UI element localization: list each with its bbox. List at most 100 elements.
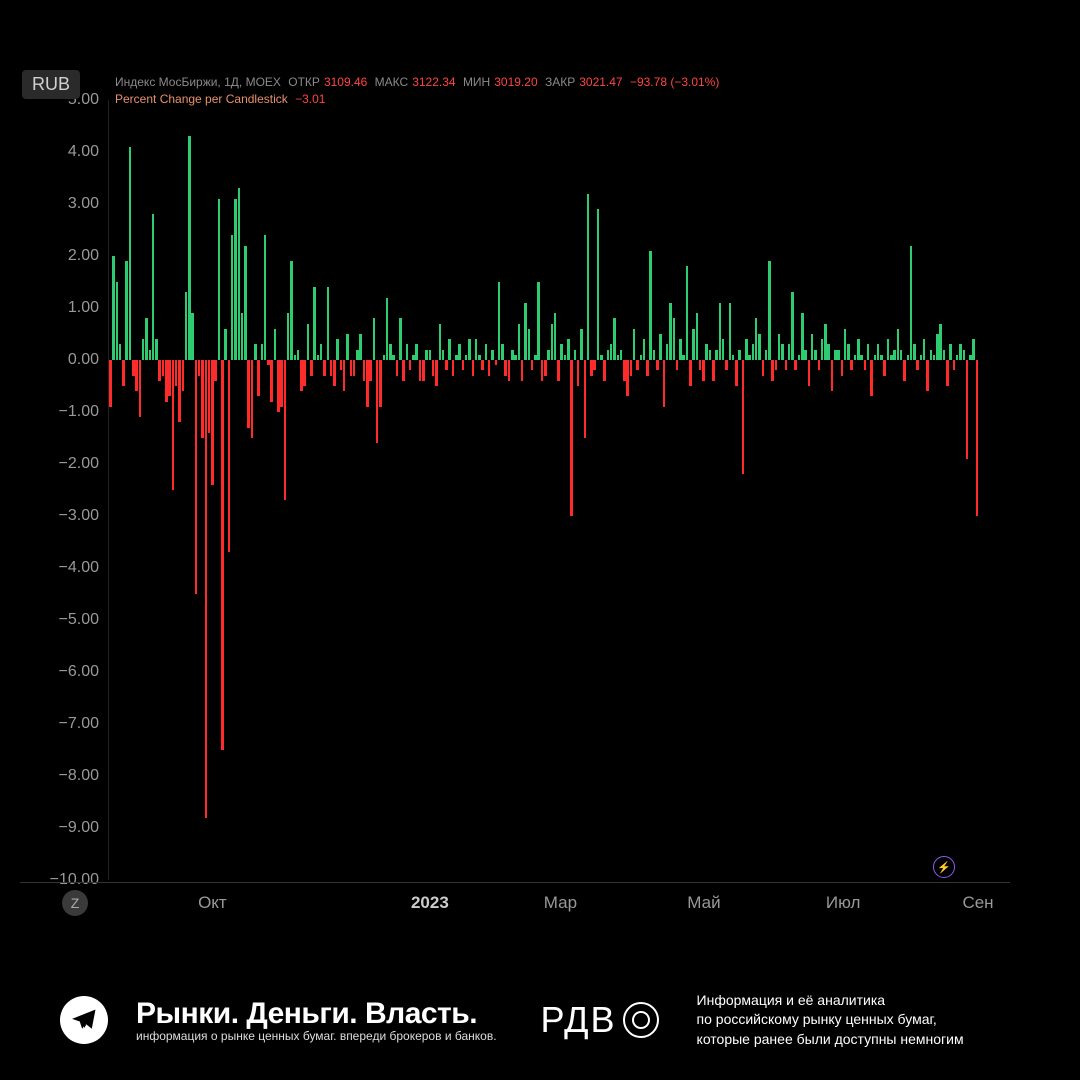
bar: [392, 355, 395, 360]
bar: [587, 194, 590, 360]
bar: [508, 360, 511, 381]
bar: [323, 360, 326, 376]
bar: [231, 235, 234, 360]
footer-subtitle: информация о рынке ценных бумаг. впереди…: [136, 1029, 497, 1043]
y-tick: −9.00: [59, 819, 99, 837]
close-value: 3021.47: [579, 75, 622, 89]
bar: [544, 360, 547, 376]
bar: [376, 360, 379, 443]
bar: [907, 355, 910, 360]
bar: [158, 360, 161, 381]
open-value: 3109.46: [324, 75, 367, 89]
bar: [363, 360, 366, 381]
bar: [827, 344, 830, 360]
bar: [831, 360, 834, 391]
bar: [238, 188, 241, 360]
bar: [188, 136, 191, 360]
bar: [699, 360, 702, 370]
bar: [850, 360, 853, 370]
bar: [327, 287, 330, 360]
bar: [320, 344, 323, 360]
bar: [966, 360, 969, 459]
bar: [303, 360, 306, 386]
bar: [551, 324, 554, 360]
bar: [923, 339, 926, 360]
bar: [844, 329, 847, 360]
bar: [119, 344, 122, 360]
footer-main: Рынки. Деньги. Власть. информация о рынк…: [136, 997, 497, 1043]
bar: [125, 261, 128, 360]
chart-header-line1: Индекс МосБиржи, 1Д, MOEX ОТКР3109.46 МА…: [115, 74, 723, 91]
bar: [874, 355, 877, 360]
y-tick: 1.00: [68, 299, 99, 317]
bar: [244, 246, 247, 360]
bar: [116, 282, 119, 360]
bar: [504, 360, 507, 376]
bar: [501, 344, 504, 360]
bar: [669, 303, 672, 360]
plot-area[interactable]: [108, 100, 978, 880]
bar: [758, 334, 761, 360]
footer-logo-text: РДВ: [541, 999, 617, 1041]
bar: [857, 339, 860, 360]
bar: [976, 360, 979, 516]
bar: [742, 360, 745, 474]
telegram-icon[interactable]: [60, 996, 108, 1044]
bar: [182, 360, 185, 391]
bar: [514, 355, 517, 360]
bar: [649, 251, 652, 360]
bar: [228, 360, 231, 552]
y-tick: −4.00: [59, 559, 99, 577]
lightning-icon[interactable]: ⚡: [933, 856, 955, 878]
bar: [725, 360, 728, 370]
x-axis: Z Окт2023МарМайИюлСен: [20, 882, 1010, 922]
bar: [590, 360, 593, 376]
z-button[interactable]: Z: [62, 890, 88, 916]
footer-right-line2: по российскому рынку ценных бумаг,: [697, 1010, 964, 1030]
y-tick: −5.00: [59, 611, 99, 629]
bar: [933, 355, 936, 360]
y-tick: −3.00: [59, 507, 99, 525]
currency-badge[interactable]: RUB: [22, 70, 80, 99]
bar: [633, 329, 636, 360]
bar: [149, 350, 152, 360]
bar: [920, 355, 923, 360]
bar: [234, 199, 237, 360]
bar: [297, 350, 300, 360]
bar: [191, 313, 194, 360]
bar: [781, 344, 784, 360]
bar: [847, 344, 850, 360]
bar: [488, 360, 491, 376]
bar: [732, 355, 735, 360]
max-label: МАКС: [375, 75, 409, 89]
bar: [402, 360, 405, 381]
bar: [626, 360, 629, 396]
bar: [735, 360, 738, 386]
bar: [435, 360, 438, 386]
y-tick: −8.00: [59, 767, 99, 785]
footer-right-line1: Информация и её аналитика: [697, 991, 964, 1011]
bar: [554, 313, 557, 360]
bar: [771, 360, 774, 381]
bar: [560, 344, 563, 360]
bar: [280, 360, 283, 407]
y-tick: 4.00: [68, 143, 99, 161]
bar: [953, 360, 956, 370]
bar: [537, 282, 540, 360]
bar: [574, 350, 577, 360]
bar: [900, 350, 903, 360]
bar: [313, 287, 316, 360]
bar: [251, 360, 254, 438]
x-tick: Мар: [544, 893, 577, 913]
y-tick: 3.00: [68, 195, 99, 213]
bar: [788, 344, 791, 360]
x-tick: 2023: [411, 893, 449, 913]
bar: [643, 339, 646, 360]
bar: [946, 360, 949, 386]
bar: [340, 360, 343, 370]
y-axis: 5.004.003.002.001.000.00−1.00−2.00−3.00−…: [20, 100, 105, 880]
bar: [603, 360, 606, 381]
bar: [468, 339, 471, 360]
bar: [185, 292, 188, 360]
footer-right-line3: которые ранее были доступны немногим: [697, 1030, 964, 1050]
